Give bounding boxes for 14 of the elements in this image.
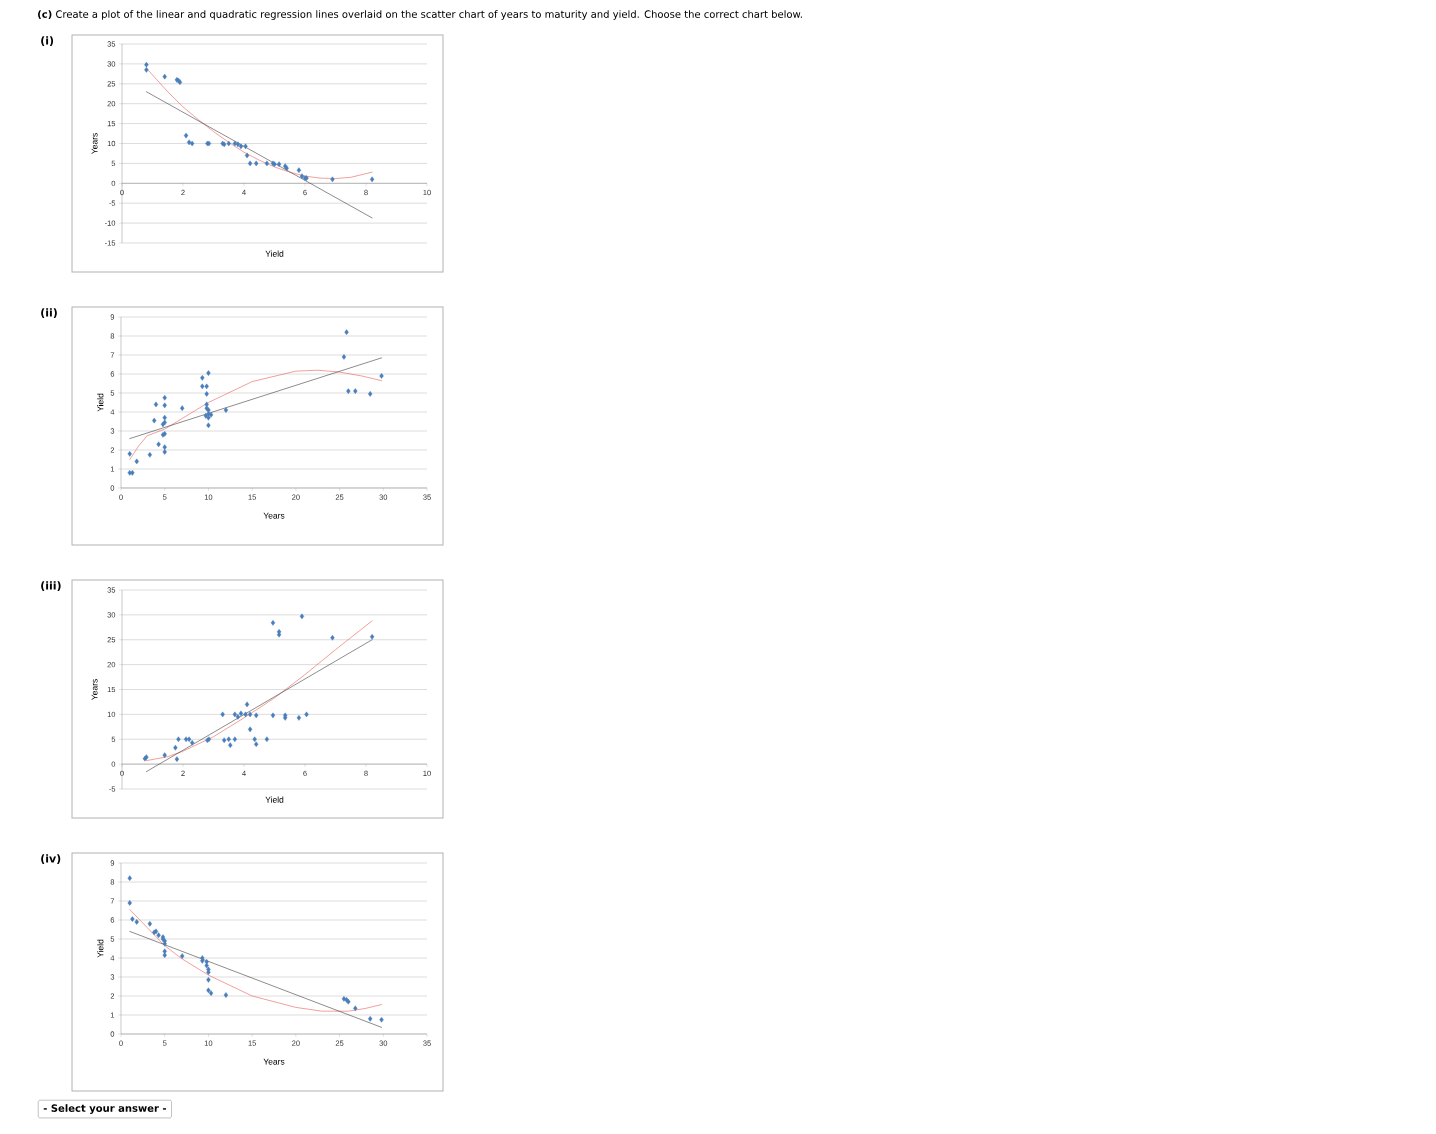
chart-title: (ii)	[41, 308, 57, 318]
chart-title: (iv)	[41, 854, 61, 864]
chart-title: (iii)	[41, 581, 61, 591]
y-axis-title: Years	[91, 133, 98, 155]
x-axis-title: Yield	[265, 796, 284, 803]
x-axis-title: Years	[263, 512, 285, 519]
y-axis-title: Yield	[97, 939, 104, 958]
x-axis-title: Years	[263, 1058, 285, 1065]
chart-title: (i)	[41, 36, 54, 46]
y-axis-title: Yield	[97, 393, 104, 412]
y-axis-title: Years	[91, 679, 98, 701]
text: - Select your answer -	[43, 1104, 166, 1114]
x-axis-title: Yield	[265, 250, 284, 257]
text: (c) Create a plot of the linear and quadratic regression lines overlaid on the scatter chart of years to maturity and yield. Choose the correct chart below.	[38, 10, 802, 20]
